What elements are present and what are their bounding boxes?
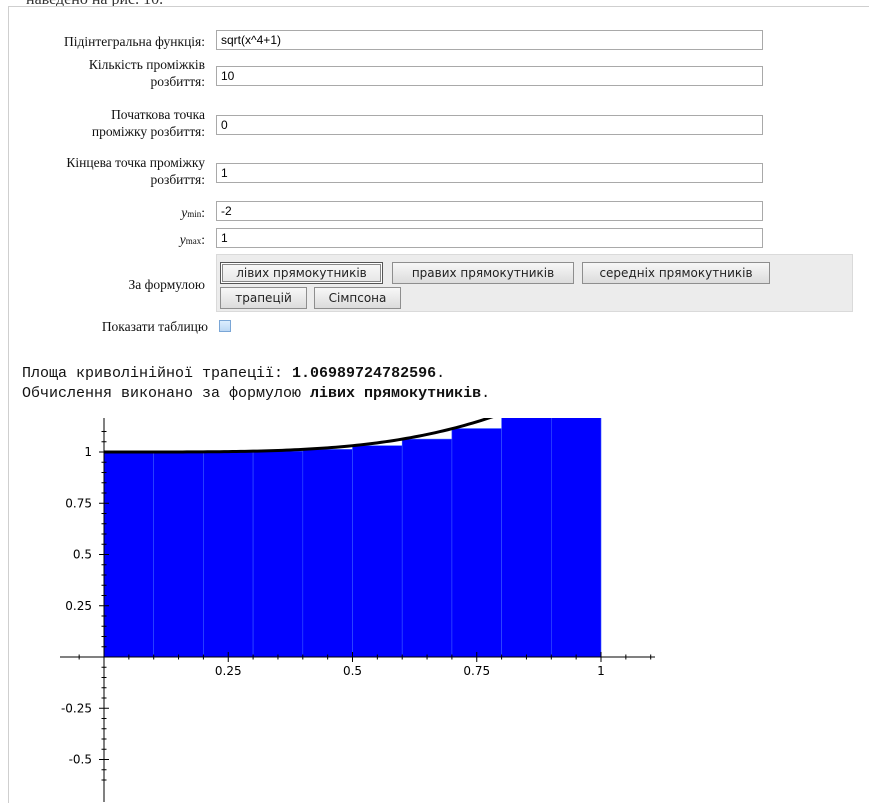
formula-button-group: лівих прямокутників правих прямокутників… bbox=[216, 254, 853, 312]
end-label-line2: розбиття: bbox=[150, 172, 205, 187]
end-label-line1: Кінцева точка проміжку bbox=[66, 155, 205, 170]
bar-8 bbox=[501, 418, 552, 658]
ymax-label: ymax: bbox=[179, 232, 205, 247]
document-caption: наведено на рис. 10. bbox=[26, 0, 163, 9]
simpson-button[interactable]: Сімпсона bbox=[314, 287, 401, 309]
bar-9 bbox=[550, 418, 602, 658]
bar-6 bbox=[401, 438, 453, 658]
method-name: лівих прямокутників bbox=[310, 385, 482, 402]
formula-label: За формулою bbox=[128, 277, 205, 292]
show-table-label: Показати таблицю bbox=[101, 319, 208, 334]
start-label-line2: проміжку розбиття: bbox=[91, 124, 205, 139]
show-table-checkbox[interactable] bbox=[219, 320, 231, 332]
ymin-label-main: y bbox=[181, 205, 188, 220]
bar-7 bbox=[451, 428, 502, 658]
method-suffix: . bbox=[481, 385, 491, 402]
y-tick-label: 0.5 bbox=[73, 548, 92, 562]
ymin-input[interactable]: -2 bbox=[216, 201, 763, 221]
area-value: 1.06989724782596 bbox=[292, 365, 437, 382]
area-suffix: . bbox=[436, 365, 446, 382]
y-tick-label: 0.75 bbox=[65, 496, 92, 510]
count-label: Кількість проміжків розбиття: bbox=[30, 56, 205, 90]
y-tick-label: -0.25 bbox=[61, 701, 92, 715]
count-input[interactable]: 10 bbox=[216, 66, 763, 86]
area-result-line: Площа криволінійної трапеції: 1.06989724… bbox=[22, 365, 445, 382]
end-input[interactable]: 1 bbox=[216, 163, 763, 183]
y-tick-label: -0.5 bbox=[69, 753, 92, 767]
function-input[interactable]: sqrt(x^4+1) bbox=[216, 30, 763, 50]
bar-4 bbox=[302, 449, 353, 658]
function-label: Підінтегральна функція: bbox=[30, 33, 205, 50]
middle-rectangles-button[interactable]: середніх прямокутників bbox=[582, 262, 770, 284]
function-curve bbox=[104, 418, 494, 454]
ymin-label-sub: min bbox=[187, 209, 202, 219]
function-label-text: Підінтегральна функція: bbox=[64, 34, 205, 49]
ymax-label-sub: max bbox=[185, 236, 202, 246]
ymax-label-main: y bbox=[179, 232, 186, 247]
left-rectangles-button[interactable]: лівих прямокутників bbox=[220, 262, 383, 284]
method-prefix: Обчислення виконано за формулою bbox=[22, 385, 311, 402]
right-rectangles-button[interactable]: правих прямокутників bbox=[392, 262, 574, 284]
bar-0 bbox=[103, 451, 155, 658]
start-label: Початкова точка проміжку розбиття: bbox=[30, 106, 205, 140]
bar-2 bbox=[203, 451, 254, 658]
x-tick-label: 0.75 bbox=[463, 664, 490, 678]
end-label: Кінцева точка проміжку розбиття: bbox=[20, 154, 205, 188]
y-tick-label: 1 bbox=[84, 445, 92, 459]
area-prefix: Площа криволінійної трапеції: bbox=[22, 365, 293, 382]
bar-5 bbox=[352, 445, 403, 658]
ymax-input[interactable]: 1 bbox=[216, 228, 763, 248]
x-tick-label: 1 bbox=[597, 664, 605, 678]
start-input[interactable]: 0 bbox=[216, 115, 763, 135]
count-label-line2: розбиття: bbox=[150, 74, 205, 89]
y-tick-label: 0.25 bbox=[65, 599, 92, 613]
trapezoid-button[interactable]: трапецій bbox=[220, 287, 307, 309]
start-label-line1: Початкова точка bbox=[111, 107, 205, 122]
x-tick-label: 0.25 bbox=[215, 664, 242, 678]
count-label-line1: Кількість проміжків bbox=[88, 57, 205, 72]
bar-1 bbox=[153, 451, 204, 658]
method-result-line: Обчислення виконано за формулою лівих пр… bbox=[22, 385, 490, 402]
bar-3 bbox=[252, 450, 304, 658]
ymin-label: ymin: bbox=[181, 205, 205, 220]
x-tick-label: 0.5 bbox=[343, 664, 362, 678]
